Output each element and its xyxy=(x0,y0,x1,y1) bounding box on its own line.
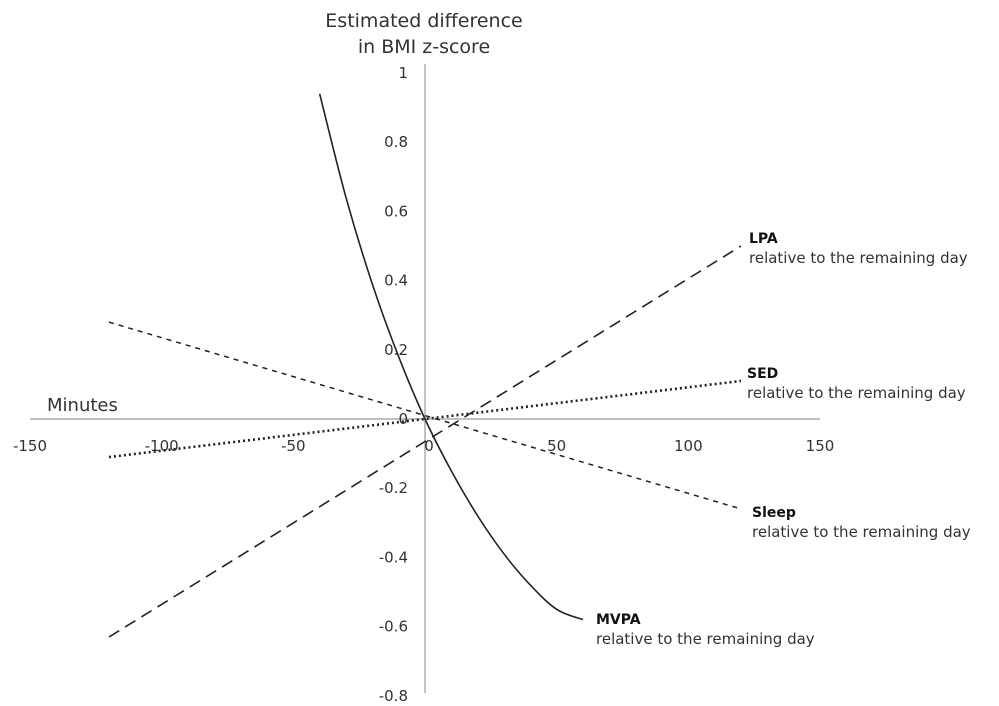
x-tick-label: -150 xyxy=(13,437,47,455)
y-tick-label: 0 xyxy=(398,410,408,428)
series-description-sed: relative to the remaining day xyxy=(747,384,966,402)
series-line-mvpa xyxy=(318,93,584,621)
series-description-mvpa: relative to the remaining day xyxy=(596,630,815,648)
x-tick-label: 0 xyxy=(424,437,434,455)
series-description-sleep: relative to the remaining day xyxy=(752,523,971,541)
series-lines xyxy=(108,93,742,638)
chart-title-line-2: in BMI z-score xyxy=(358,36,490,58)
series-line-lpa xyxy=(108,245,742,638)
x-tick-label: -50 xyxy=(281,437,306,455)
y-tick-label: 0.6 xyxy=(384,202,408,220)
x-axis-label: Minutes xyxy=(47,395,118,416)
y-tick-label: 0.4 xyxy=(384,272,408,290)
y-tick-label: 1 xyxy=(398,64,408,82)
y-tick-label: -0.6 xyxy=(379,618,408,636)
y-tick-label: -0.2 xyxy=(379,479,408,497)
series-description-lpa: relative to the remaining day xyxy=(749,249,968,267)
y-tick-label: -0.4 xyxy=(379,548,408,566)
x-tick-label: 100 xyxy=(674,437,703,455)
series-label-mvpa: MVPA xyxy=(596,612,641,628)
y-tick-label: 0.8 xyxy=(384,133,408,151)
x-tick-label: 150 xyxy=(806,437,835,455)
series-label-lpa: LPA xyxy=(749,231,778,247)
y-tick-labels: 10.80.60.40.20-0.2-0.4-0.6-0.8 xyxy=(379,64,408,705)
axes xyxy=(30,64,820,693)
series-label-sleep: Sleep xyxy=(752,505,796,521)
y-tick-label: -0.8 xyxy=(379,687,408,705)
series-line-sed xyxy=(108,379,742,459)
series-labels: MVPA relative to the remaining day LPA rela… xyxy=(596,231,971,648)
x-tick-labels: -150 -100 -50 0 50 100 150 xyxy=(13,437,834,455)
x-tick-label: 50 xyxy=(547,437,566,455)
series-label-sed: SED xyxy=(747,366,778,382)
chart-title-line-1: Estimated difference xyxy=(325,10,522,32)
